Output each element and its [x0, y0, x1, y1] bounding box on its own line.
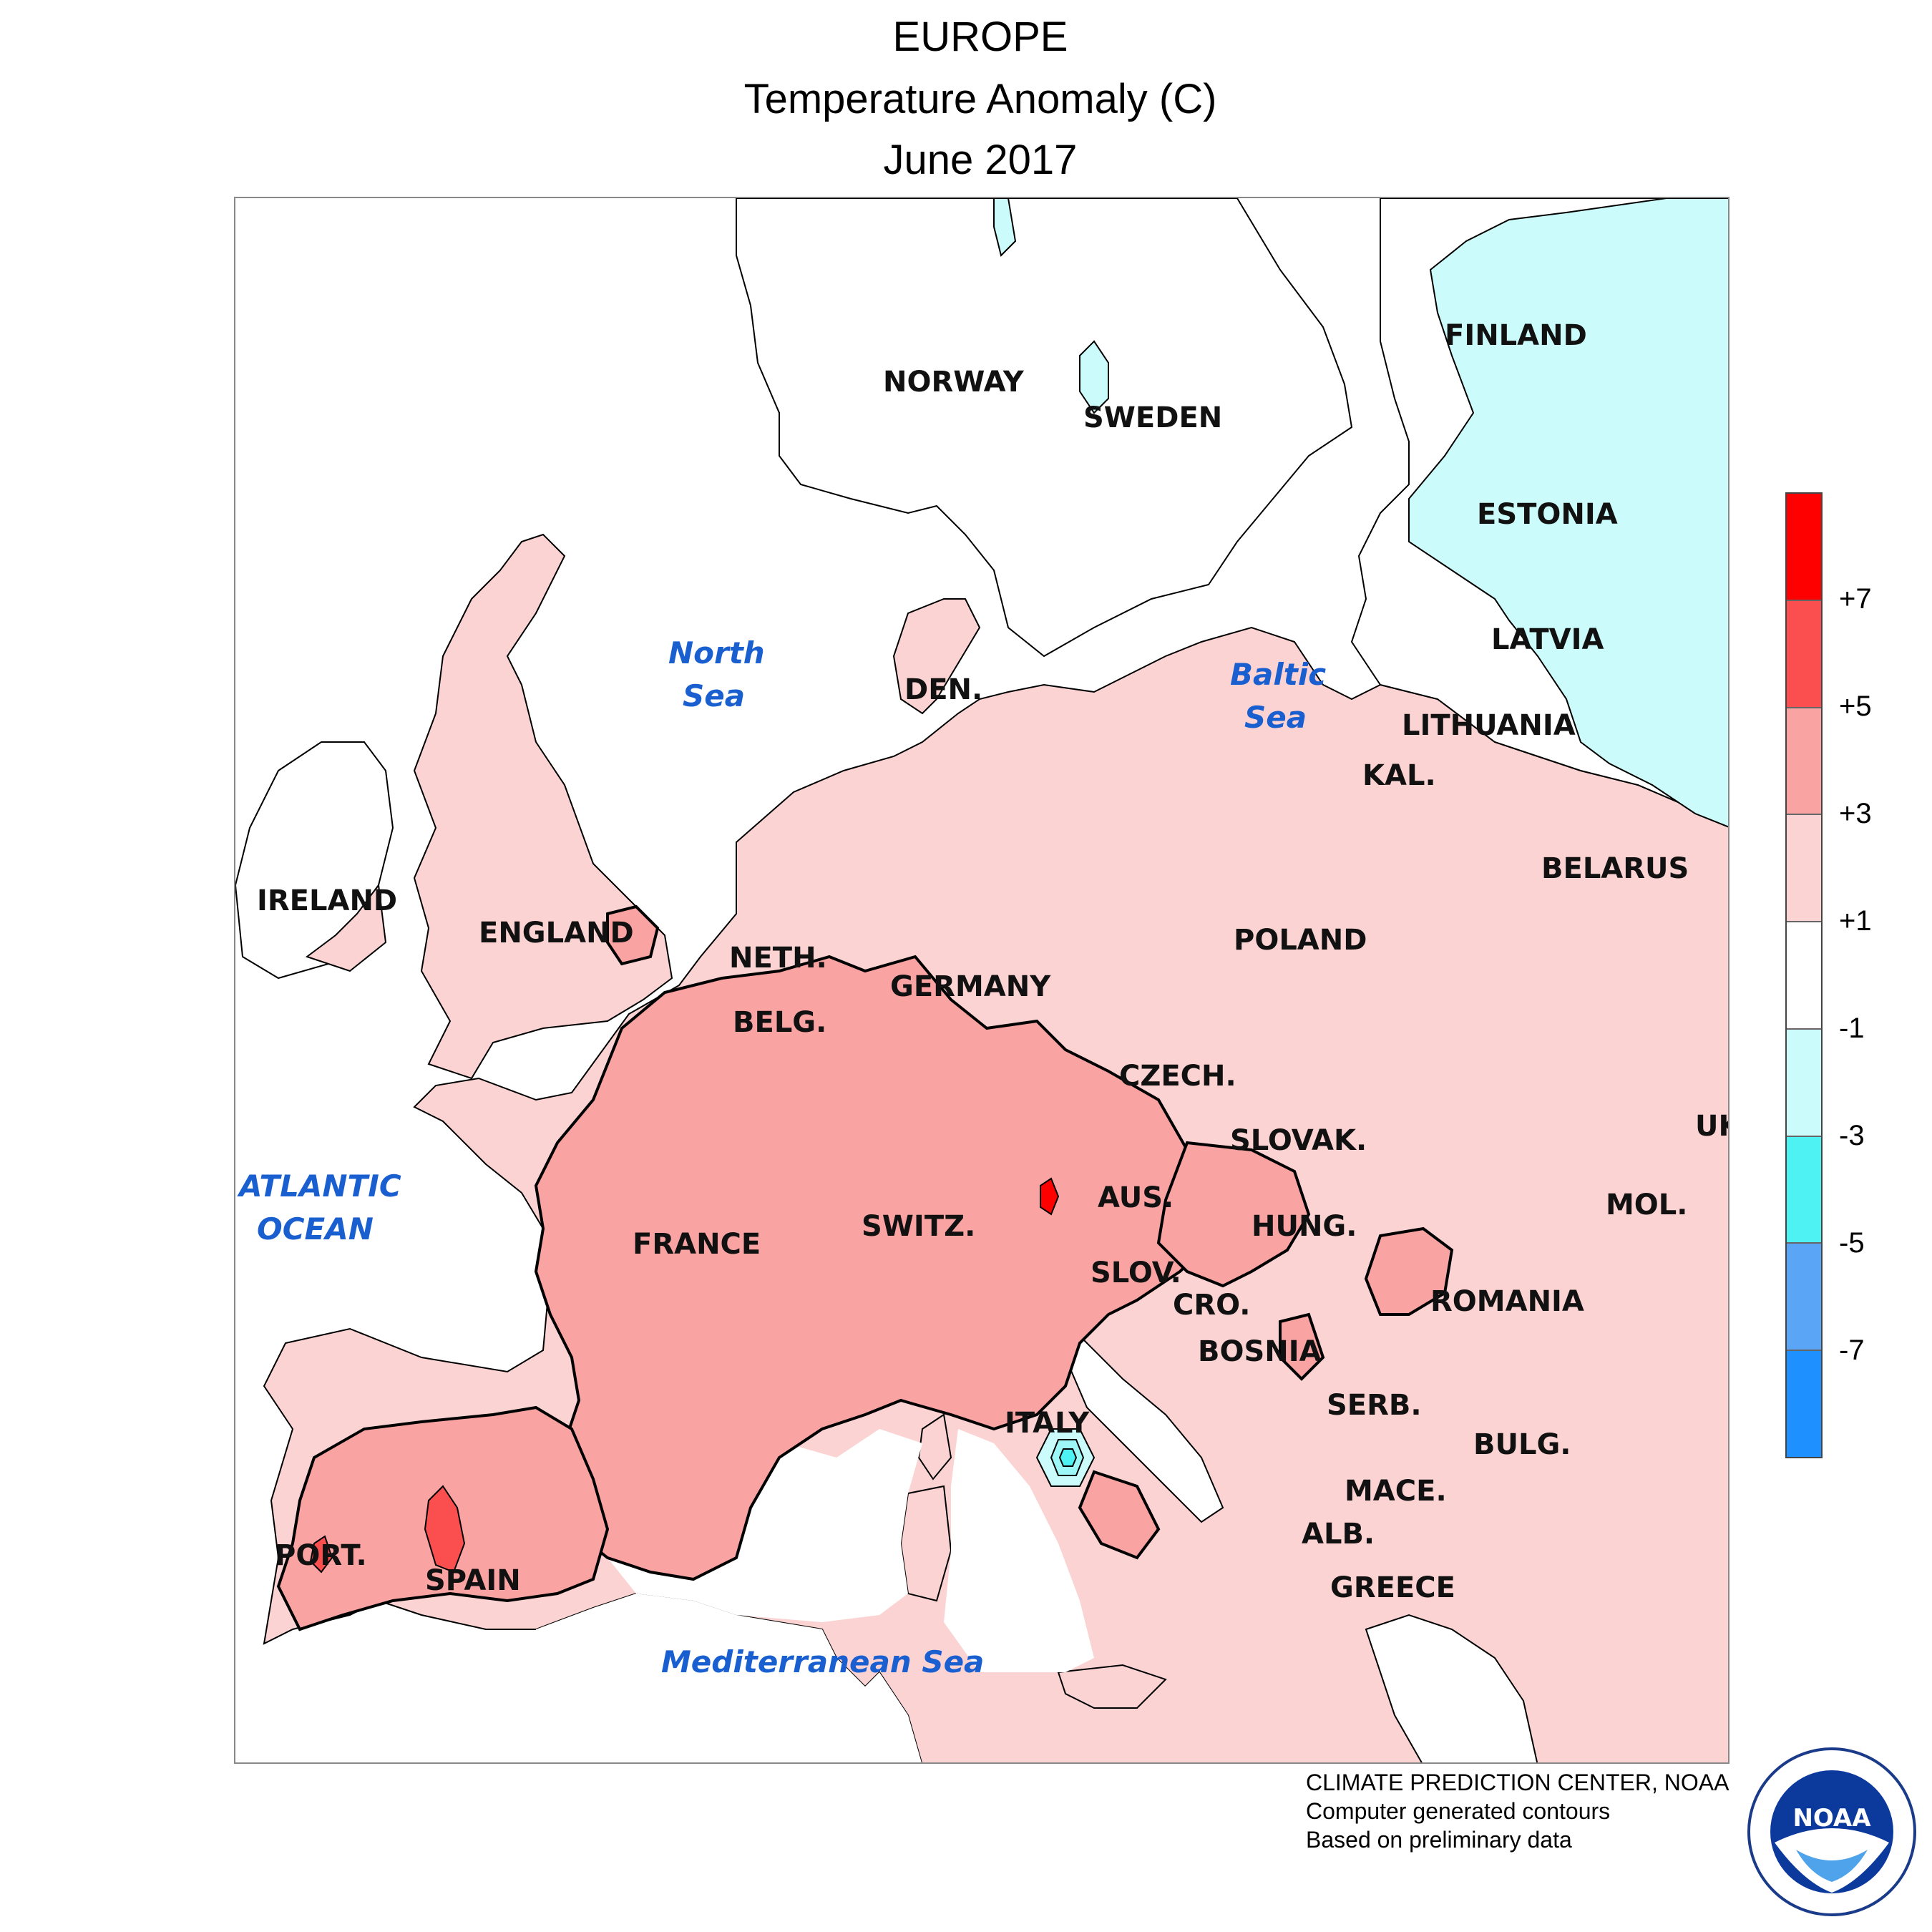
- label-latvia: LATVIA: [1491, 623, 1604, 656]
- label-sweden: SWEDEN: [1083, 401, 1222, 434]
- label-slovakia: SLOVAK.: [1230, 1124, 1367, 1157]
- label-poland: POLAND: [1234, 924, 1367, 957]
- label-baltic-1: Baltic: [1230, 657, 1326, 692]
- label-germany: GERMANY: [890, 970, 1051, 1003]
- aegean-water: [1365, 1614, 1538, 1762]
- label-baltic-2: Sea: [1244, 700, 1307, 735]
- zone-bosnia: [1279, 1312, 1325, 1381]
- legend-swatch-neutral: [1787, 922, 1821, 1030]
- label-norway: NORWAY: [883, 366, 1025, 399]
- legend-swatch-lt-m7: [1787, 1351, 1821, 1458]
- zone-italy-south: [1078, 1470, 1161, 1560]
- anomaly-3-5-zones: [276, 904, 1454, 1631]
- denmark: [892, 598, 981, 715]
- label-portugal: PORT.: [275, 1539, 367, 1572]
- label-moldova: MOL.: [1606, 1189, 1688, 1221]
- zone-norway-cold: [993, 198, 1017, 257]
- label-austria: AUS.: [1098, 1181, 1174, 1214]
- zone-spain-central: [424, 1485, 466, 1574]
- label-lithuania: LITHUANIA: [1402, 709, 1576, 742]
- anomaly-map: FINLAND NORWAY SWEDEN ESTONIA LATVIA DEN…: [235, 198, 1729, 1762]
- anomaly-cold-zones: [993, 198, 1728, 1487]
- label-greece: GREECE: [1330, 1571, 1455, 1604]
- credit-note: Based on preliminary data: [1306, 1827, 1572, 1853]
- label-hungary: HUNG.: [1252, 1210, 1357, 1243]
- credit-source: CLIMATE PREDICTION CENTER, NOAA: [1306, 1770, 1729, 1795]
- map-panel: FINLAND NORWAY SWEDEN ESTONIA LATVIA DEN…: [234, 197, 1729, 1764]
- label-atlantic-1: ATLANTIC: [237, 1169, 401, 1204]
- zone-hungary: [1156, 1141, 1311, 1288]
- label-north-sea-1: North: [668, 635, 765, 670]
- noaa-logo: NOAA: [1746, 1746, 1918, 1918]
- legend-swatch-1-3: [1787, 815, 1821, 923]
- label-kaliningrad: KAL.: [1362, 759, 1436, 792]
- zone-france-alps: [534, 955, 1218, 1581]
- noaa-seal-icon: NOAA: [1747, 1747, 1916, 1916]
- legend-swatch-m1-m3: [1787, 1029, 1821, 1137]
- legend-colorbar: [1785, 492, 1823, 1458]
- label-denmark: DEN.: [904, 673, 982, 706]
- label-belgium: BELG.: [733, 1006, 826, 1039]
- label-serbia: SERB.: [1327, 1389, 1422, 1422]
- zone-romania: [1364, 1226, 1454, 1316]
- label-north-sea-2: Sea: [683, 678, 745, 713]
- label-estonia: ESTONIA: [1477, 498, 1618, 531]
- zone-sweden-cold: [1079, 340, 1109, 414]
- zone-austria-hotspot: [1040, 1177, 1060, 1216]
- map-subtitle: Temperature Anomaly (C): [743, 76, 1217, 122]
- label-macedonia: MACE.: [1345, 1475, 1447, 1508]
- label-bosnia: BOSNIA: [1198, 1335, 1322, 1368]
- mediterranean-water: [536, 1594, 922, 1762]
- label-atlantic-2: OCEAN: [257, 1211, 374, 1246]
- great-britain: [413, 533, 673, 1080]
- label-bulgaria: BULG.: [1473, 1428, 1571, 1461]
- legend-swatch-gt7: [1787, 494, 1821, 601]
- legend-tick-minus7: -7: [1839, 1335, 1865, 1366]
- map-period: June 2017: [883, 137, 1078, 183]
- zone-italy-cold-3: [1058, 1448, 1078, 1467]
- label-belarus: BELARUS: [1541, 852, 1689, 885]
- label-czech: CZECH.: [1119, 1060, 1236, 1093]
- legend-swatch-m5-m7: [1787, 1244, 1821, 1352]
- label-finland: FINLAND: [1445, 319, 1587, 352]
- legend-tick-minus1: -1: [1839, 1013, 1865, 1044]
- label-ukraine: UK: [1695, 1110, 1729, 1143]
- legend-swatch-5-7: [1787, 600, 1821, 708]
- label-ireland: IRELAND: [257, 884, 397, 917]
- legend-swatch-3-5: [1787, 708, 1821, 816]
- label-slovenia: SLOV.: [1091, 1257, 1181, 1289]
- legend-tick-minus5: -5: [1839, 1227, 1865, 1259]
- label-mediterranean: Mediterranean Sea: [661, 1644, 984, 1679]
- anomaly-5-7-zones: [309, 1485, 466, 1574]
- scandinavia: [736, 198, 1353, 658]
- label-croatia: CRO.: [1173, 1289, 1250, 1322]
- label-spain: SPAIN: [425, 1564, 521, 1597]
- map-title: EUROPE: [892, 14, 1068, 60]
- anomaly-gt7-zones: [1040, 1177, 1060, 1216]
- adriatic-water: [1057, 1312, 1224, 1523]
- zone-england-east: [606, 904, 660, 966]
- tyrrhenian-water: [944, 1429, 1094, 1672]
- sicily: [1057, 1664, 1167, 1709]
- legend-swatch-m3-m5: [1787, 1136, 1821, 1244]
- label-netherlands: NETH.: [729, 942, 827, 975]
- sea-labels: North Sea Baltic Sea ATLANTIC OCEAN Medi…: [237, 635, 1326, 1679]
- country-labels: FINLAND NORWAY SWEDEN ESTONIA LATVIA DEN…: [257, 319, 1729, 1604]
- label-italy: ITALY: [1005, 1407, 1090, 1440]
- zone-portugal: [309, 1535, 333, 1574]
- legend-tick-minus3: -3: [1839, 1120, 1865, 1151]
- zone-finland-cold: [1408, 198, 1728, 828]
- legend-tick-plus5: +5: [1839, 691, 1872, 722]
- credit-method: Computer generated contours: [1306, 1798, 1611, 1824]
- label-romania: ROMANIA: [1430, 1285, 1584, 1318]
- legend-tick-plus3: +3: [1839, 798, 1872, 829]
- label-france: FRANCE: [633, 1228, 761, 1261]
- legend-tick-plus7: +7: [1839, 583, 1872, 615]
- ireland-east: [305, 883, 387, 972]
- noaa-logo-text: NOAA: [1792, 1804, 1871, 1833]
- label-switzerland: SWITZ.: [862, 1210, 975, 1243]
- legend-tick-plus1: +1: [1839, 905, 1872, 937]
- label-albania: ALB.: [1302, 1518, 1375, 1551]
- label-england: ENGLAND: [479, 917, 634, 950]
